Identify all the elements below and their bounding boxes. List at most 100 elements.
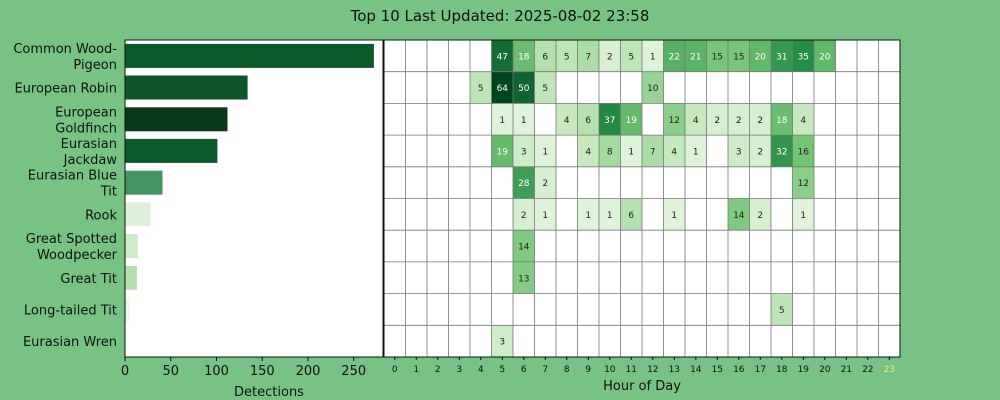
category-label-9: Eurasian Wren: [23, 335, 117, 350]
heatmap-cell-7-6: [513, 261, 535, 294]
heatmap-cell-3-14: [685, 135, 707, 167]
category-label-line: European: [55, 105, 117, 120]
heatmap-cell-3-18: [771, 135, 793, 167]
heatmap-cell-value-3-10: 8: [607, 147, 613, 157]
hour-tick-label-17: 17: [755, 365, 766, 375]
heatmap-cell-3-10: [599, 135, 621, 167]
heatmap-cell-5-11: [620, 198, 642, 231]
heatmap-cell-2-17: [749, 103, 771, 136]
hour-tick-label-22: 22: [862, 365, 873, 375]
heatmap-cell-1-7: [534, 71, 556, 104]
heatmap-cell-value-2-8: 4: [564, 116, 570, 126]
hour-tick-label-4: 4: [478, 365, 484, 375]
heatmap-cell-0-9: [577, 40, 599, 72]
heatmap-cell-0-19: [792, 40, 814, 72]
hour-tick-label-19: 19: [798, 365, 810, 375]
heatmap-cell-value-0-5: 47: [497, 52, 508, 62]
category-label-line: Common Wood-: [13, 42, 117, 57]
heatmap-cell-5-17: [749, 198, 771, 231]
hour-tick-label-20: 20: [819, 365, 831, 375]
heatmap-cell-value-2-14: 4: [693, 116, 699, 126]
heatmap-x-axis-label: Hour of Day: [603, 379, 681, 394]
heatmap-frame: [383, 39, 901, 358]
heatmap-cell-value-0-6: 18: [518, 52, 530, 62]
heatmap-cell-2-5: [491, 103, 513, 136]
category-label-8: Long-tailed Tit: [24, 303, 117, 318]
heatmap-cell-1-4: [470, 71, 492, 104]
hour-tick-label-14: 14: [690, 365, 702, 375]
heatmap-cell-value-3-12: 7: [650, 147, 656, 157]
heatmap-cell-3-9: [577, 135, 599, 167]
heatmap-cell-value-5-13: 1: [671, 211, 677, 221]
hour-tick-label-23: 23: [884, 365, 895, 375]
heatmap-cell-value-3-18: 32: [776, 147, 787, 157]
heatmap-cell-value-2-15: 2: [714, 116, 720, 126]
hour-tick-label-8: 8: [564, 365, 570, 375]
category-label-1: European Robin: [14, 82, 117, 97]
x-tick-label-0: 0: [121, 364, 129, 379]
category-label-7: Great Tit: [60, 272, 117, 287]
hour-tick-label-9: 9: [585, 365, 591, 375]
category-label-line: Great Spotted: [26, 232, 117, 247]
x-tick-label-2: 100: [204, 364, 229, 379]
heatmap-cell-4-19: [792, 166, 814, 199]
heatmap-cell-3-5: [491, 135, 513, 167]
heatmap-cell-2-11: [620, 103, 642, 136]
category-label-line: Great Tit: [60, 272, 117, 287]
heatmap-cell-value-7-6: 13: [518, 274, 529, 284]
hour-tick-label-2: 2: [435, 365, 441, 375]
bar-2: [125, 107, 228, 132]
heatmap-cell-value-0-19: 35: [798, 52, 809, 62]
heatmap-cell-value-2-5: 1: [499, 116, 505, 126]
heatmap-cell-4-6: [513, 166, 535, 199]
heatmap-cell-2-9: [577, 103, 599, 136]
heatmap-cell-value-1-4: 5: [478, 84, 484, 94]
category-label-line: Eurasian Blue: [28, 169, 117, 184]
heatmap-cell-value-0-7: 6: [542, 52, 548, 62]
category-label-line: Long-tailed Tit: [24, 303, 117, 318]
heatmap-cell-value-2-16: 2: [736, 116, 742, 126]
heatmap-cell-value-0-13: 22: [669, 52, 680, 62]
heatmap-cell-value-5-19: 1: [800, 211, 806, 221]
heatmap-cell-1-12: [642, 71, 664, 104]
heatmap-cell-value-2-9: 6: [585, 116, 591, 126]
heatmap-cell-value-2-10: 37: [604, 116, 615, 126]
heatmap-cell-3-7: [534, 135, 556, 167]
category-label-line: Tit: [100, 185, 117, 200]
heatmap-cell-2-14: [685, 103, 707, 136]
hour-tick-label-16: 16: [733, 365, 745, 375]
hour-tick-label-3: 3: [456, 365, 462, 375]
heatmap-cell-value-2-19: 4: [800, 116, 806, 126]
heatmap-cell-value-0-9: 7: [585, 52, 591, 62]
hour-tick-label-15: 15: [712, 365, 723, 375]
heatmap-cell-3-11: [620, 135, 642, 167]
hour-tick-label-21: 21: [841, 365, 852, 375]
heatmap-cell-2-8: [556, 103, 578, 136]
heatmap-cell-value-3-5: 19: [497, 147, 509, 157]
heatmap-cell-value-0-8: 5: [564, 52, 570, 62]
bar-chart-panel: Common Wood-Pigeon European Robin European…: [13, 39, 384, 400]
heatmap-cell-value-0-20: 20: [819, 52, 831, 62]
heatmap-cell-value-0-11: 5: [628, 52, 634, 62]
heatmap-cell-2-10: [599, 103, 621, 136]
heatmap-cell-0-8: [556, 40, 578, 72]
category-label-3: Eurasian Jackdaw: [61, 137, 118, 168]
heatmap-cell-value-1-5: 64: [497, 84, 509, 94]
heatmap-cell-3-13: [663, 135, 685, 167]
heatmap-cell-1-5: [491, 71, 513, 104]
heatmap-cell-5-16: [728, 198, 750, 231]
heatmap-cell-3-19: [792, 135, 814, 167]
heatmap-cell-value-0-15: 15: [712, 52, 723, 62]
heatmap-cell-2-18: [771, 103, 793, 136]
heatmap-cell-0-15: [706, 40, 728, 72]
x-tick-label-5: 250: [341, 364, 366, 379]
heatmap-cell-value-3-11: 1: [628, 147, 634, 157]
heatmap-cell-value-3-7: 1: [542, 147, 548, 157]
x-tick-label-4: 200: [296, 364, 321, 379]
x-tick-label-3: 150: [250, 364, 275, 379]
heatmap-cell-3-16: [728, 135, 750, 167]
hour-tick-label-13: 13: [669, 365, 680, 375]
heatmap-cell-0-5: [491, 40, 513, 72]
hour-tick-label-18: 18: [776, 365, 788, 375]
